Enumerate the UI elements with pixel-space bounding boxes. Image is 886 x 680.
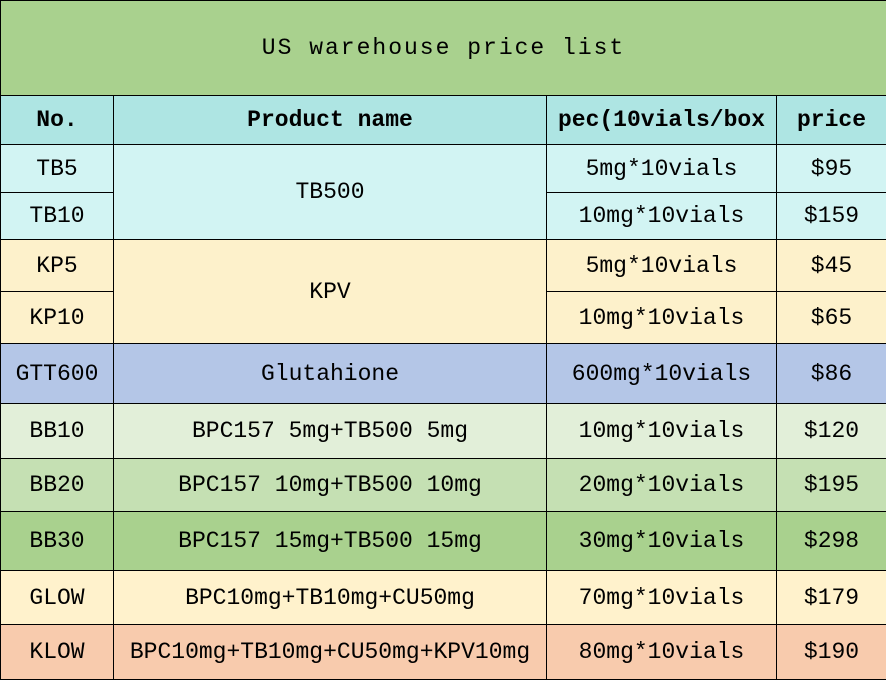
cell-product: TB500 [114, 145, 547, 240]
cell-spec: 600mg*10vials [547, 344, 777, 404]
cell-no: GTT600 [1, 344, 114, 404]
cell-spec: 70mg*10vials [547, 571, 777, 625]
table-row: GTT600 Glutahione 600mg*10vials $86 [1, 344, 886, 404]
cell-price: $45 [777, 240, 886, 292]
page-title: US warehouse price list [1, 1, 886, 96]
table-row: GLOW BPC10mg+TB10mg+CU50mg 70mg*10vials … [1, 571, 886, 625]
cell-price: $65 [777, 292, 886, 344]
cell-product: KPV [114, 240, 547, 344]
cell-spec: 5mg*10vials [547, 240, 777, 292]
cell-price: $195 [777, 459, 886, 512]
header-spec: pec(10vials/box [547, 96, 777, 145]
cell-product: BPC10mg+TB10mg+CU50mg+KPV10mg [114, 625, 547, 680]
header-product: Product name [114, 96, 547, 145]
cell-no: BB20 [1, 459, 114, 512]
cell-price: $86 [777, 344, 886, 404]
cell-product: BPC157 5mg+TB500 5mg [114, 404, 547, 459]
cell-no: TB5 [1, 145, 114, 193]
cell-no: KP5 [1, 240, 114, 292]
cell-spec: 30mg*10vials [547, 512, 777, 571]
table-row: KP5 KPV 5mg*10vials $45 [1, 240, 886, 292]
header-no: No. [1, 96, 114, 145]
cell-spec: 10mg*10vials [547, 193, 777, 240]
cell-no: BB30 [1, 512, 114, 571]
header-row: No. Product name pec(10vials/box price [1, 96, 886, 145]
cell-price: $159 [777, 193, 886, 240]
cell-product: Glutahione [114, 344, 547, 404]
cell-product: BPC10mg+TB10mg+CU50mg [114, 571, 547, 625]
cell-price: $298 [777, 512, 886, 571]
cell-no: GLOW [1, 571, 114, 625]
table-row: KLOW BPC10mg+TB10mg+CU50mg+KPV10mg 80mg*… [1, 625, 886, 680]
table-row: BB30 BPC157 15mg+TB500 15mg 30mg*10vials… [1, 512, 886, 571]
table-row: BB20 BPC157 10mg+TB500 10mg 20mg*10vials… [1, 459, 886, 512]
table-row: TB5 TB500 5mg*10vials $95 [1, 145, 886, 193]
cell-no: KLOW [1, 625, 114, 680]
cell-product: BPC157 15mg+TB500 15mg [114, 512, 547, 571]
cell-price: $190 [777, 625, 886, 680]
cell-spec: 10mg*10vials [547, 404, 777, 459]
cell-product: BPC157 10mg+TB500 10mg [114, 459, 547, 512]
cell-spec: 20mg*10vials [547, 459, 777, 512]
cell-no: KP10 [1, 292, 114, 344]
cell-no: TB10 [1, 193, 114, 240]
header-price: price [777, 96, 886, 145]
cell-no: BB10 [1, 404, 114, 459]
cell-price: $120 [777, 404, 886, 459]
cell-price: $179 [777, 571, 886, 625]
cell-price: $95 [777, 145, 886, 193]
table-row: BB10 BPC157 5mg+TB500 5mg 10mg*10vials $… [1, 404, 886, 459]
cell-spec: 5mg*10vials [547, 145, 777, 193]
cell-spec: 80mg*10vials [547, 625, 777, 680]
title-row: US warehouse price list [1, 1, 886, 96]
cell-spec: 10mg*10vials [547, 292, 777, 344]
